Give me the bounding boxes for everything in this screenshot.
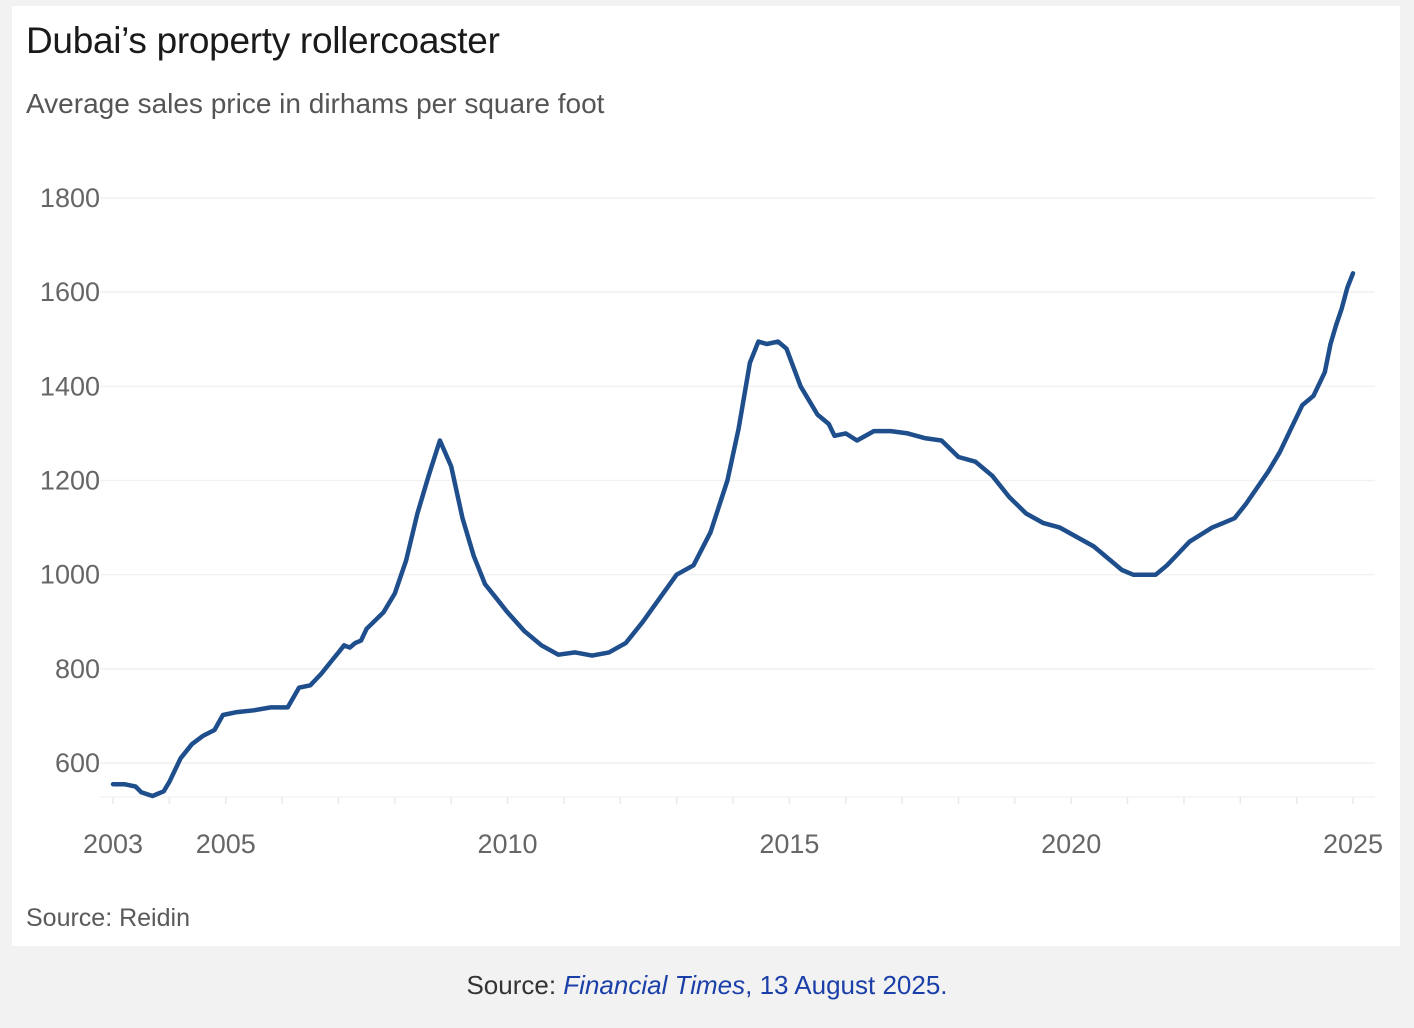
y-tick-label-1800: 1800 (40, 183, 100, 213)
y-tick-label-1200: 1200 (40, 466, 100, 496)
y-tick-label-800: 800 (55, 654, 100, 684)
caption-prefix: Source: (466, 970, 564, 1000)
chart-subtitle: Average sales price in dirhams per squar… (26, 88, 605, 119)
x-tick-label-2005: 2005 (196, 829, 256, 859)
y-tick-label-1600: 1600 (40, 277, 100, 307)
x-tick-label-2010: 2010 (478, 829, 538, 859)
figure-caption: Source: Financial Times, 13 August 2025. (0, 970, 1414, 1001)
caption-publication[interactable]: Financial Times (563, 970, 746, 1000)
y-tick-label-600: 600 (55, 748, 100, 778)
x-tick-label-2025: 2025 (1323, 829, 1383, 859)
chart-card: Dubai’s property rollercoaster Average s… (12, 6, 1400, 946)
x-tick-label-2015: 2015 (759, 829, 819, 859)
caption-suffix: , 13 August 2025. (745, 970, 948, 1000)
x-tick-label-2003: 2003 (83, 829, 143, 859)
y-tick-label-1000: 1000 (40, 560, 100, 590)
y-tick-label-1400: 1400 (40, 371, 100, 401)
chart-plot: 600 800 1000 1200 1400 1600 1800 2003 2005 2010 20… (40, 183, 1383, 859)
x-tick-label-2020: 2020 (1041, 829, 1101, 859)
chart-title: Dubai’s property rollercoaster (26, 20, 500, 61)
chart-source: Source: Reidin (26, 904, 190, 932)
series-line-0 (110, 271, 1356, 799)
